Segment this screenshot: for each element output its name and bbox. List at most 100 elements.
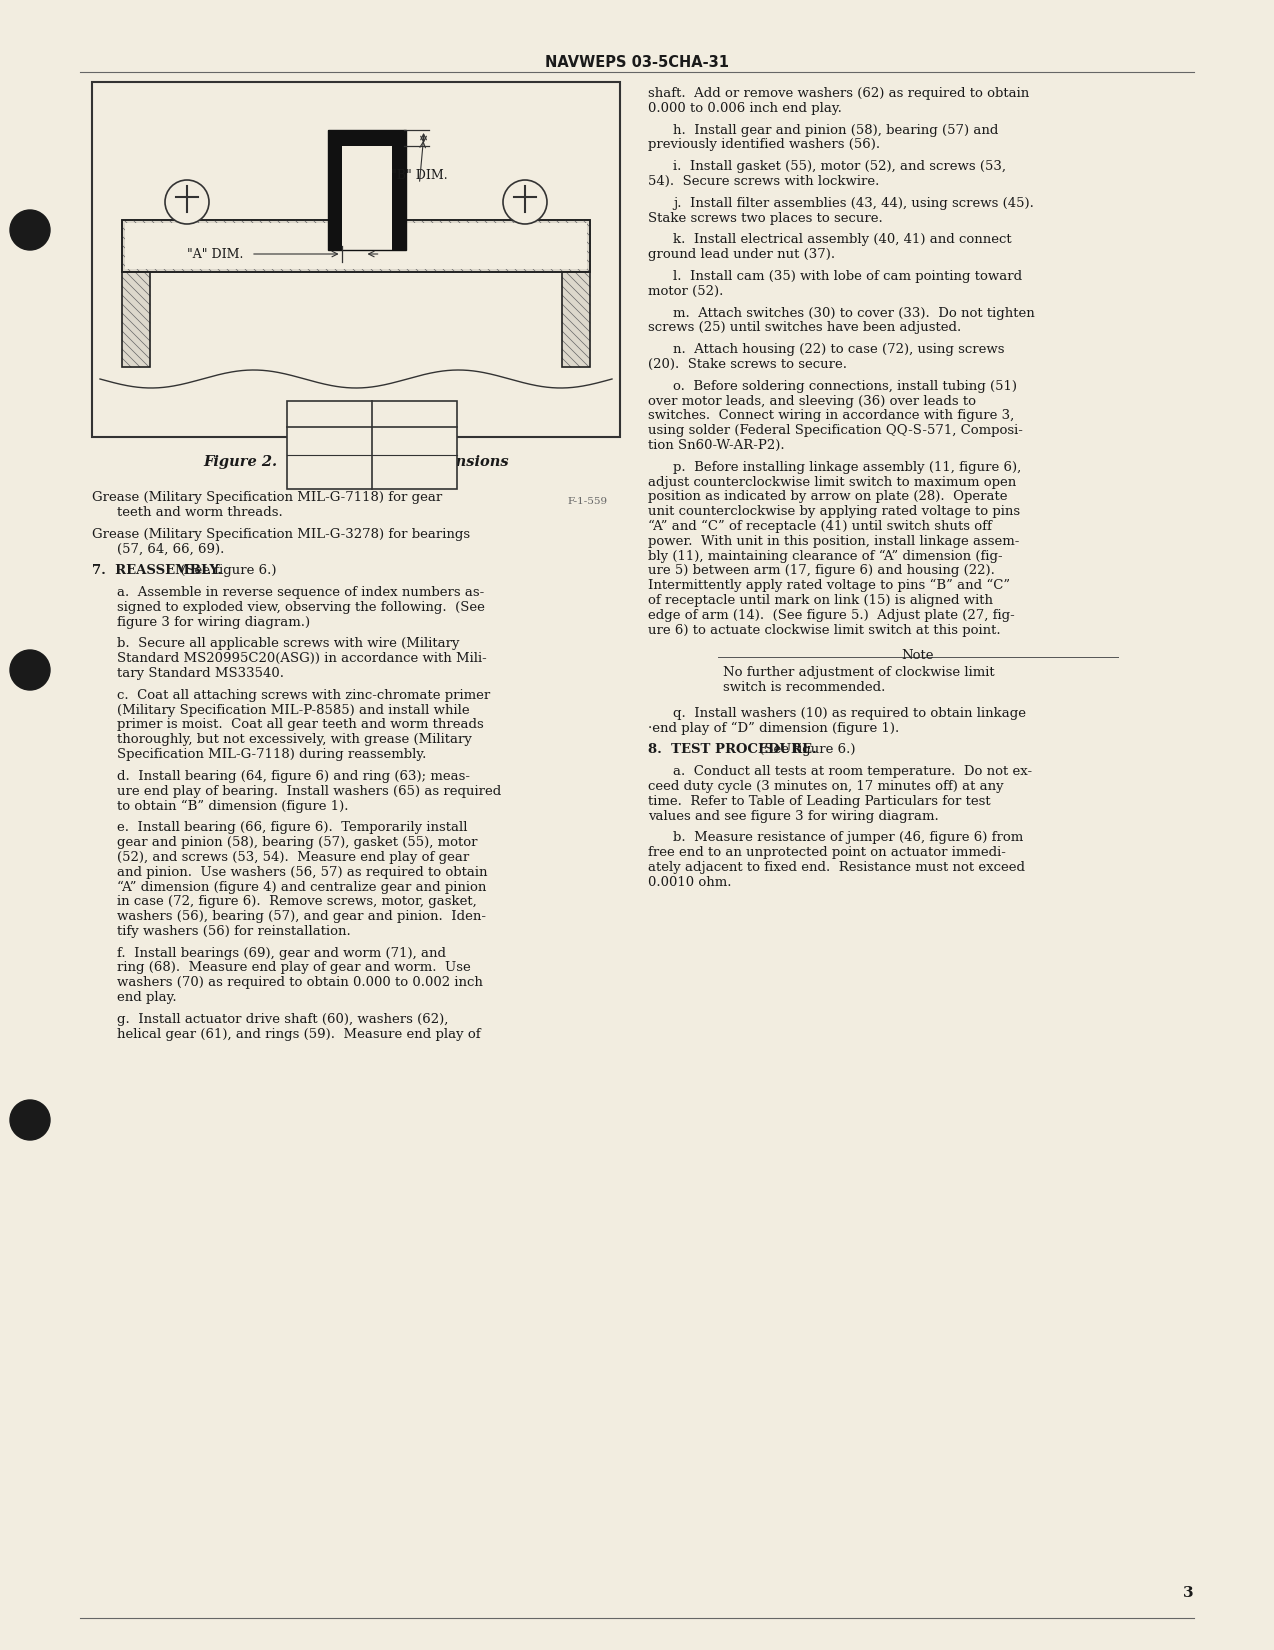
Text: bly (11), maintaining clearance of “A” dimension (fig-: bly (11), maintaining clearance of “A” d… [648,549,1003,563]
Bar [122,272,150,366]
Text: k.  Install electrical assembly (40, 41) and connect: k. Install electrical assembly (40, 41) … [673,233,1012,246]
Text: b.  Secure all applicable screws with wire (Military: b. Secure all applicable screws with wir… [117,637,460,650]
Text: Figure 2.  Cover Bushing Dimensions: Figure 2. Cover Bushing Dimensions [203,455,508,469]
Text: thoroughly, but not excessively, with grease (Military: thoroughly, but not excessively, with gr… [117,733,471,746]
Text: 0.000 to 0.006 inch end play.: 0.000 to 0.006 inch end play. [648,102,842,116]
Text: Grease (Military Specification MIL-G-3278) for bearings: Grease (Military Specification MIL-G-327… [92,528,470,541]
Text: l.  Install cam (35) with lobe of cam pointing toward: l. Install cam (35) with lobe of cam poi… [673,271,1022,284]
Bar [122,219,590,272]
Text: tary Standard MS33540.: tary Standard MS33540. [117,667,284,680]
Text: 0.140: 0.140 [396,434,433,447]
Text: motor (52).: motor (52). [648,285,724,297]
Text: screws (25) until switches have been adjusted.: screws (25) until switches have been adj… [648,322,962,335]
Text: ground lead under nut (37).: ground lead under nut (37). [648,248,836,261]
Text: q.  Install washers (10) as required to obtain linkage: q. Install washers (10) as required to o… [673,706,1026,719]
Bar [562,272,590,366]
Text: (57, 64, 66, 69).: (57, 64, 66, 69). [117,543,224,556]
Text: 3: 3 [1184,1586,1194,1600]
Text: Intermittently apply rated voltage to pins “B” and “C”: Intermittently apply rated voltage to pi… [648,579,1010,592]
Text: a.  Conduct all tests at room temperature.  Do not ex-: a. Conduct all tests at room temperature… [673,766,1032,779]
Text: (Military Specification MIL-P-8585) and install while: (Military Specification MIL-P-8585) and … [117,703,470,716]
Text: 54).  Secure screws with lockwire.: 54). Secure screws with lockwire. [648,175,879,188]
Text: i.  Install gasket (55), motor (52), and screws (53,: i. Install gasket (55), motor (52), and … [673,160,1006,173]
Text: power.  With unit in this position, install linkage assem-: power. With unit in this position, insta… [648,535,1019,548]
Text: “A” dimension (figure 4) and centralize gear and pinion: “A” dimension (figure 4) and centralize … [117,881,487,894]
Text: f.  Install bearings (69), gear and worm (71), and: f. Install bearings (69), gear and worm … [117,947,446,960]
Text: b.  Measure resistance of jumper (46, figure 6) from: b. Measure resistance of jumper (46, fig… [673,832,1023,845]
Text: using solder (Federal Specification QQ-S-571, Composi-: using solder (Federal Specification QQ-S… [648,424,1023,437]
Text: Note: Note [902,650,934,662]
Text: n.  Attach housing (22) to case (72), using screws: n. Attach housing (22) to case (72), usi… [673,343,1004,356]
Text: position as indicated by arrow on plate (28).  Operate: position as indicated by arrow on plate … [648,490,1008,503]
Circle shape [10,1101,50,1140]
Text: (20).  Stake screws to secure.: (20). Stake screws to secure. [648,358,847,371]
Text: Grease (Military Specification MIL-G-7118) for gear: Grease (Military Specification MIL-G-711… [92,492,442,503]
Bar [327,130,405,251]
Bar [391,130,405,251]
Bar [341,145,391,251]
Text: (52), and screws (53, 54).  Measure end play of gear: (52), and screws (53, 54). Measure end p… [117,851,469,865]
Text: e.  Install bearing (66, figure 6).  Temporarily install: e. Install bearing (66, figure 6). Tempo… [117,822,468,835]
Text: "B" DIM.: "B" DIM. [391,168,447,182]
Text: ·end play of “D” dimension (figure 1).: ·end play of “D” dimension (figure 1). [648,721,899,734]
Text: ure 6) to actuate clockwise limit switch at this point.: ure 6) to actuate clockwise limit switch… [648,624,1000,637]
Text: ately adjacent to fixed end.  Resistance must not exceed: ately adjacent to fixed end. Resistance … [648,861,1026,875]
Text: 7.  REASSEMBLY.: 7. REASSEMBLY. [92,564,222,578]
Bar [562,272,590,366]
Text: d.  Install bearing (64, figure 6) and ring (63); meas-: d. Install bearing (64, figure 6) and ri… [117,771,470,782]
Text: 0.0010 ohm.: 0.0010 ohm. [648,876,731,889]
Text: 0.160: 0.160 [395,462,433,475]
Text: washers (70) as required to obtain 0.000 to 0.002 inch: washers (70) as required to obtain 0.000… [117,977,483,990]
Text: m.  Attach switches (30) to cover (33).  Do not tighten: m. Attach switches (30) to cover (33). D… [673,307,1034,320]
Text: “A” and “C” of receptacle (41) until switch shuts off: “A” and “C” of receptacle (41) until swi… [648,520,992,533]
Text: c.  Coat all attaching screws with zinc-chromate primer: c. Coat all attaching screws with zinc-c… [117,688,490,701]
Text: Specification MIL-G-7118) during reassembly.: Specification MIL-G-7118) during reassem… [117,747,427,761]
Text: gear and pinion (58), bearing (57), gasket (55), motor: gear and pinion (58), bearing (57), gask… [117,837,478,850]
Text: in case (72, figure 6).  Remove screws, motor, gasket,: in case (72, figure 6). Remove screws, m… [117,896,476,908]
Text: washers (56), bearing (57), and gear and pinion.  Iden-: washers (56), bearing (57), and gear and… [117,911,485,922]
Circle shape [10,650,50,690]
Bar [327,130,341,251]
Text: ure end play of bearing.  Install washers (65) as required: ure end play of bearing. Install washers… [117,785,501,797]
Circle shape [10,210,50,251]
Text: time.  Refer to Table of Leading Particulars for test: time. Refer to Table of Leading Particul… [648,795,991,808]
Text: of receptacle until mark on link (15) is aligned with: of receptacle until mark on link (15) is… [648,594,992,607]
Text: over motor leads, and sleeving (36) over leads to: over motor leads, and sleeving (36) over… [648,394,976,408]
Text: a.  Assemble in reverse sequence of index numbers as-: a. Assemble in reverse sequence of index… [117,586,484,599]
Text: ceed duty cycle (3 minutes on, 17 minutes off) at any: ceed duty cycle (3 minutes on, 17 minute… [648,780,1004,794]
Bar [122,219,590,272]
Text: Standard MS20995C20(ASG)) in accordance with Mili-: Standard MS20995C20(ASG)) in accordance … [117,652,487,665]
Text: values and see figure 3 for wiring diagram.: values and see figure 3 for wiring diagr… [648,810,939,823]
Text: j.  Install filter assemblies (43, 44), using screws (45).: j. Install filter assemblies (43, 44), u… [673,196,1034,210]
Bar [287,401,457,488]
Text: signed to exploded view, observing the following.  (See: signed to exploded view, observing the f… [117,601,485,614]
Text: helical gear (61), and rings (59).  Measure end play of: helical gear (61), and rings (59). Measu… [117,1028,480,1041]
Text: switches.  Connect wiring in accordance with figure 3,: switches. Connect wiring in accordance w… [648,409,1014,422]
Text: ring (68).  Measure end play of gear and worm.  Use: ring (68). Measure end play of gear and … [117,962,471,975]
Text: 0.181: 0.181 [311,462,348,475]
Text: to obtain “B” dimension (figure 1).: to obtain “B” dimension (figure 1). [117,799,349,813]
Text: NAVWEPS 03-5CHA-31: NAVWEPS 03-5CHA-31 [545,54,729,69]
Text: free end to an unprotected point on actuator immedi-: free end to an unprotected point on actu… [648,846,1006,860]
Text: "A" DIM.: "A" DIM. [187,248,243,261]
Text: Stake screws two places to secure.: Stake screws two places to secure. [648,211,883,224]
Text: adjust counterclockwise limit switch to maximum open: adjust counterclockwise limit switch to … [648,475,1017,488]
Text: p.  Before installing linkage assembly (11, figure 6),: p. Before installing linkage assembly (1… [673,460,1022,474]
Text: (See figure 6.): (See figure 6.) [754,744,855,756]
Text: A: A [325,408,335,421]
Text: tion Sn60-W-AR-P2).: tion Sn60-W-AR-P2). [648,439,785,452]
Text: unit counterclockwise by applying rated voltage to pins: unit counterclockwise by applying rated … [648,505,1020,518]
Text: (See figure 6.): (See figure 6.) [176,564,276,578]
Text: primer is moist.  Coat all gear teeth and worm threads: primer is moist. Coat all gear teeth and… [117,718,484,731]
Text: 0.180: 0.180 [311,434,348,447]
Text: F-1-559: F-1-559 [568,497,608,507]
Text: previously identified washers (56).: previously identified washers (56). [648,139,880,152]
Text: edge of arm (14).  (See figure 5.)  Adjust plate (27, fig-: edge of arm (14). (See figure 5.) Adjust… [648,609,1015,622]
Text: teeth and worm threads.: teeth and worm threads. [117,507,283,518]
Text: g.  Install actuator drive shaft (60), washers (62),: g. Install actuator drive shaft (60), wa… [117,1013,448,1026]
Bar [92,82,620,437]
Circle shape [166,180,209,224]
Text: shaft.  Add or remove washers (62) as required to obtain: shaft. Add or remove washers (62) as req… [648,87,1029,101]
Text: h.  Install gear and pinion (58), bearing (57) and: h. Install gear and pinion (58), bearing… [673,124,999,137]
Text: switch is recommended.: switch is recommended. [724,681,885,695]
